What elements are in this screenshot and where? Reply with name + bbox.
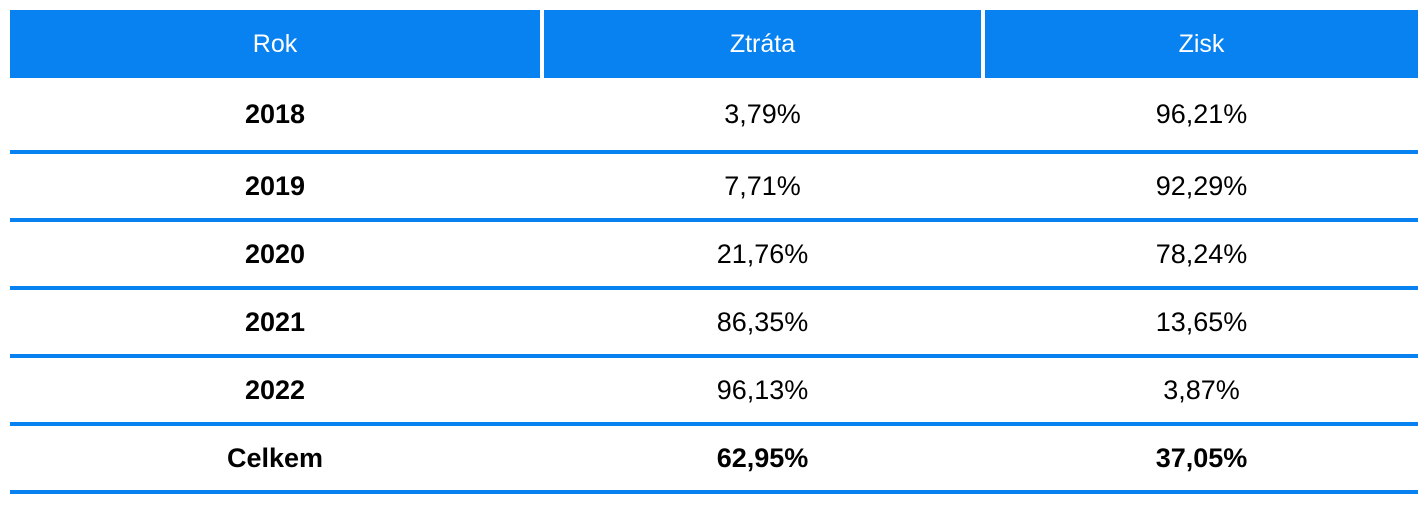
table-header-row: Rok Ztráta Zisk bbox=[10, 10, 1418, 78]
profit-cell: 78,24% bbox=[1155, 238, 1248, 269]
header-cell-zisk: Zisk bbox=[985, 10, 1418, 78]
profit-cell: 13,65% bbox=[1155, 306, 1248, 337]
table-body: 2018 3,79% 96,21% 2019 7,71% 92,29% 2020… bbox=[10, 78, 1418, 494]
header-label-zisk: Zisk bbox=[1178, 29, 1225, 58]
year-cell: 2018 bbox=[244, 98, 306, 129]
table-row-2022: 2022 96,13% 3,87% bbox=[10, 358, 1418, 426]
profit-cell: 96,21% bbox=[1155, 98, 1248, 129]
loss-cell: 86,35% bbox=[716, 306, 809, 337]
loss-cell: 3,79% bbox=[724, 98, 801, 129]
header-cell-rok: Rok bbox=[10, 10, 540, 78]
header-cell-ztrata: Ztráta bbox=[544, 10, 981, 78]
year-cell: 2020 bbox=[244, 238, 306, 269]
header-label-rok: Rok bbox=[252, 29, 298, 58]
year-cell: 2022 bbox=[244, 374, 306, 405]
table-row-2020: 2020 21,76% 78,24% bbox=[10, 222, 1418, 290]
loss-cell: 21,76% bbox=[716, 238, 809, 269]
percentage-table: Rok Ztráta Zisk 2018 3,79% 96,21% 2019 7… bbox=[10, 10, 1418, 494]
header-label-ztrata: Ztráta bbox=[729, 29, 796, 58]
loss-cell: 96,13% bbox=[716, 374, 809, 405]
table-row-total: Celkem 62,95% 37,05% bbox=[10, 426, 1418, 494]
profit-cell: 92,29% bbox=[1155, 170, 1248, 201]
total-profit-cell: 37,05% bbox=[1155, 442, 1248, 473]
table-row-2019: 2019 7,71% 92,29% bbox=[10, 154, 1418, 222]
year-cell: 2019 bbox=[244, 170, 306, 201]
table-row-2018: 2018 3,79% 96,21% bbox=[10, 78, 1418, 154]
year-cell: 2021 bbox=[244, 306, 306, 337]
total-label-cell: Celkem bbox=[226, 442, 324, 473]
total-loss-cell: 62,95% bbox=[716, 442, 809, 473]
loss-cell: 7,71% bbox=[724, 170, 801, 201]
profit-cell: 3,87% bbox=[1163, 374, 1240, 405]
table-row-2021: 2021 86,35% 13,65% bbox=[10, 290, 1418, 358]
